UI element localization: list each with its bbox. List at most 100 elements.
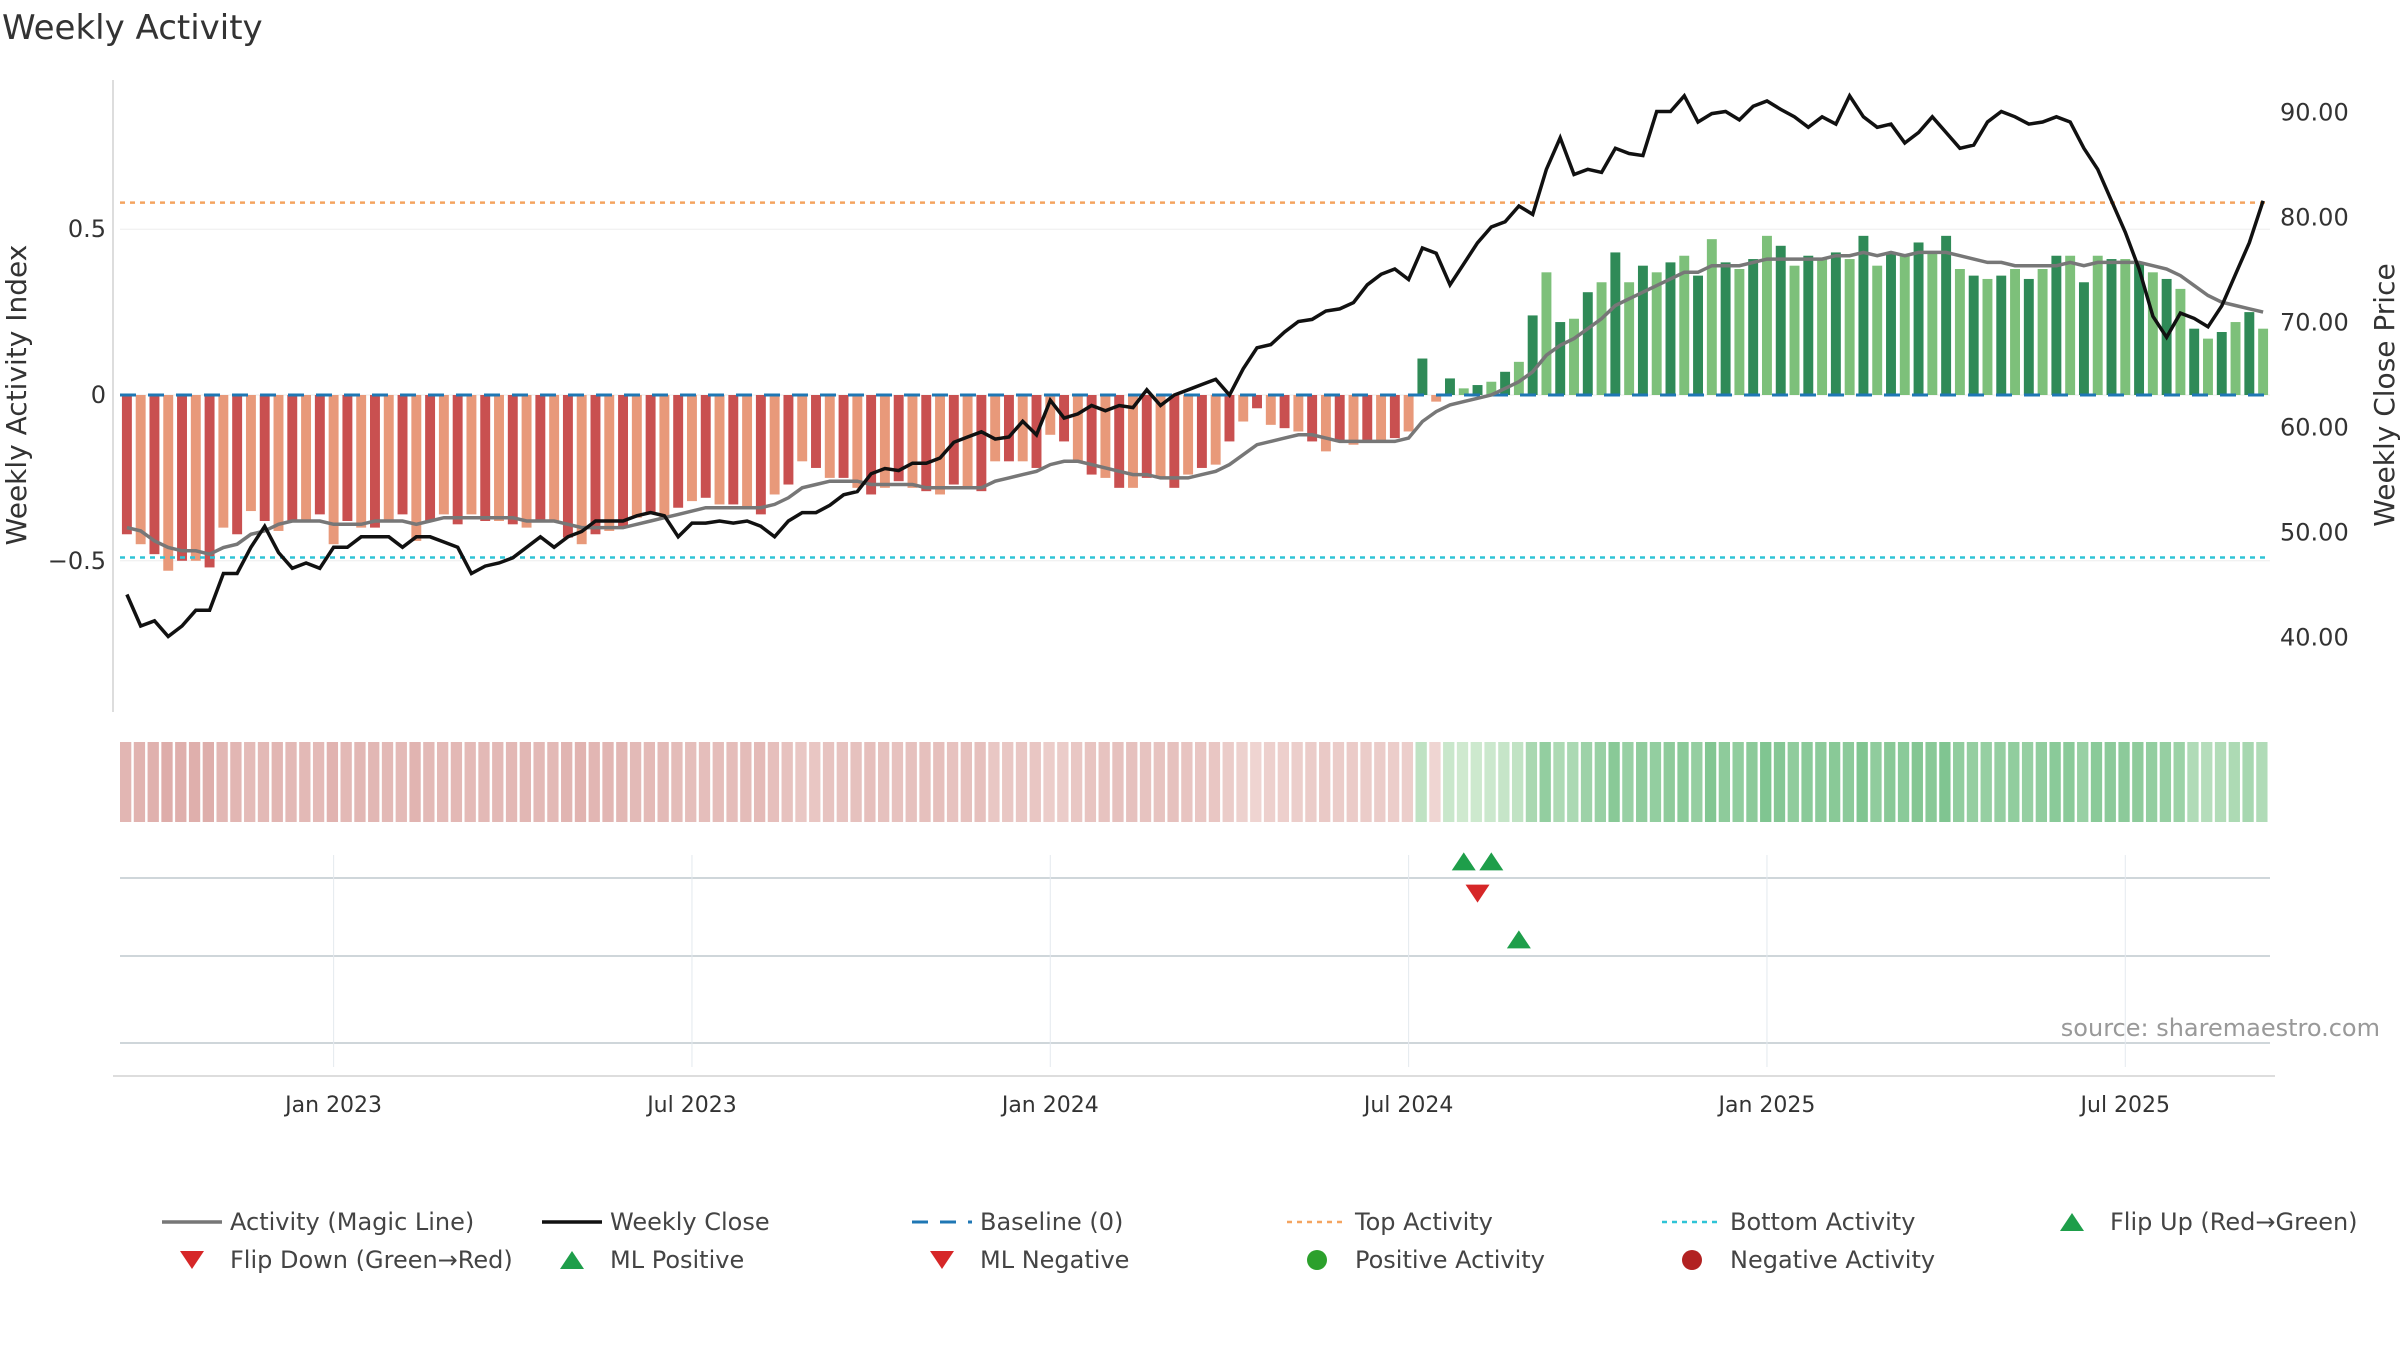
heat-strip-cell [905, 742, 917, 822]
activity-bar [1693, 275, 1704, 395]
signal-panel: Jan 2023 Jul 2023 Jan 2024 Jul 2024 Jan 2025… [113, 852, 2275, 1118]
heat-strip-cell [1732, 742, 1744, 822]
activity-bar [425, 395, 436, 521]
heat-strip-cell [1167, 742, 1179, 822]
right-tick-label: 90.00 [2280, 99, 2349, 127]
activity-bar [1830, 252, 1841, 395]
heat-strip-cell [1429, 742, 1441, 822]
legend-label: Flip Down (Green→Red) [230, 1246, 513, 1274]
activity-bar [921, 395, 932, 492]
legend-item-pos_act: Positive Activity [1285, 1242, 1545, 1278]
heat-strip-cell [767, 742, 780, 822]
heat-strip-cell [2090, 742, 2103, 822]
activity-bar [852, 395, 863, 488]
activity-bar [2230, 322, 2241, 395]
left-tick-label: 0.5 [68, 215, 106, 243]
heat-strip-cell [354, 742, 366, 822]
x-tick-label: Jul 2025 [2079, 1093, 2171, 1118]
heat-strip-cell [2132, 742, 2144, 822]
heat-strip-cell [492, 742, 504, 822]
weekly-close-line [125, 92, 2265, 639]
activity-bar [1913, 242, 1924, 395]
activity-bar [204, 395, 215, 568]
activity-bar [1968, 275, 1979, 395]
activity-bar [494, 395, 504, 521]
heat-strip-cell [2063, 742, 2075, 822]
activity-bar [562, 395, 573, 538]
legend-swatch-close [540, 1204, 604, 1240]
heat-strip-cell [1057, 742, 1069, 822]
heat-strip-cell [1760, 742, 1772, 822]
x-tick-label: Jul 2024 [1362, 1093, 1454, 1118]
legend-swatch-flip_up [2040, 1204, 2104, 1240]
heat-strip-cell [671, 742, 683, 822]
heat-strip-cell [2077, 742, 2089, 822]
activity-bar [576, 395, 587, 545]
activity-bar [907, 395, 918, 488]
heat-strip-cell [299, 742, 311, 822]
legend-label: Negative Activity [1730, 1246, 1936, 1274]
activity-bar [893, 395, 904, 482]
heat-strip-cell [161, 742, 173, 822]
activity-bar [2134, 262, 2145, 395]
activity-bar [1651, 272, 1662, 395]
activity-bar [245, 395, 256, 512]
activity-bar [1624, 282, 1635, 395]
heat-strip-cell [919, 742, 931, 822]
heat-strip-cell [1181, 742, 1193, 822]
right-tick-label: 40.00 [2280, 624, 2349, 652]
heat-strip-cell [257, 742, 270, 822]
heat-strip-cell [2021, 742, 2034, 822]
activity-bar [1817, 259, 1828, 395]
legend-swatch-ml_neg [910, 1242, 974, 1278]
heat-strip-cell [478, 742, 490, 822]
heat-strip-cell [2242, 742, 2254, 822]
heat-strip-cell [1456, 742, 1469, 822]
heat-strip-cell [450, 742, 463, 822]
activity-bar [769, 395, 780, 495]
heat-strip-cell [1470, 742, 1482, 822]
heat-strip-cell [1511, 742, 1524, 822]
activity-bar [728, 395, 739, 505]
heat-strip-cell [1319, 742, 1331, 822]
heat-strip-cell [1966, 742, 1979, 822]
legend-item-baseline: Baseline (0) [910, 1204, 1123, 1240]
activity-bar [1445, 378, 1455, 395]
heat-strip-cell [1539, 742, 1551, 822]
activity-bar [1100, 395, 1111, 478]
heat-strip-cell [946, 742, 959, 822]
heat-strip-cell [1236, 742, 1248, 822]
legend-label: Activity (Magic Line) [230, 1208, 475, 1236]
activity-bar [2065, 255, 2076, 395]
heat-strip-cell [1911, 742, 1923, 822]
activity-bar [659, 395, 670, 518]
activity-bar [163, 395, 174, 571]
heat-strip-cell [1815, 742, 1827, 822]
flip-up-marker [1451, 852, 1476, 871]
heat-strip-cell [698, 742, 711, 822]
heat-strip-cell [2256, 742, 2268, 822]
heat-strip-cell [285, 742, 297, 822]
heat-strip-cell [1415, 742, 1427, 822]
heat-strip-cell [312, 742, 325, 822]
activity-bar [1128, 395, 1138, 488]
activity-bar [1210, 395, 1221, 465]
activity-bar [535, 395, 546, 521]
heat-strip-cell [974, 742, 986, 822]
activity-bar [1927, 252, 1938, 395]
activity-bar [1665, 262, 1676, 395]
heat-strip-cell [2118, 742, 2130, 822]
left-axis-title: Weekly Activity Index [0, 245, 33, 546]
activity-bar [2010, 269, 2020, 395]
heat-strip-cell [602, 742, 614, 822]
activity-bar [824, 395, 835, 478]
x-tick-label: Jan 2023 [283, 1093, 382, 1118]
activity-bar [1334, 395, 1345, 442]
activity-bar [700, 395, 711, 498]
activity-bar [328, 395, 339, 545]
activity-bar [466, 395, 477, 515]
activity-bar [507, 395, 518, 525]
activity-bar [797, 395, 808, 462]
series-lines [125, 92, 2265, 639]
right-axis-title: Weekly Close Price [2368, 263, 2400, 526]
